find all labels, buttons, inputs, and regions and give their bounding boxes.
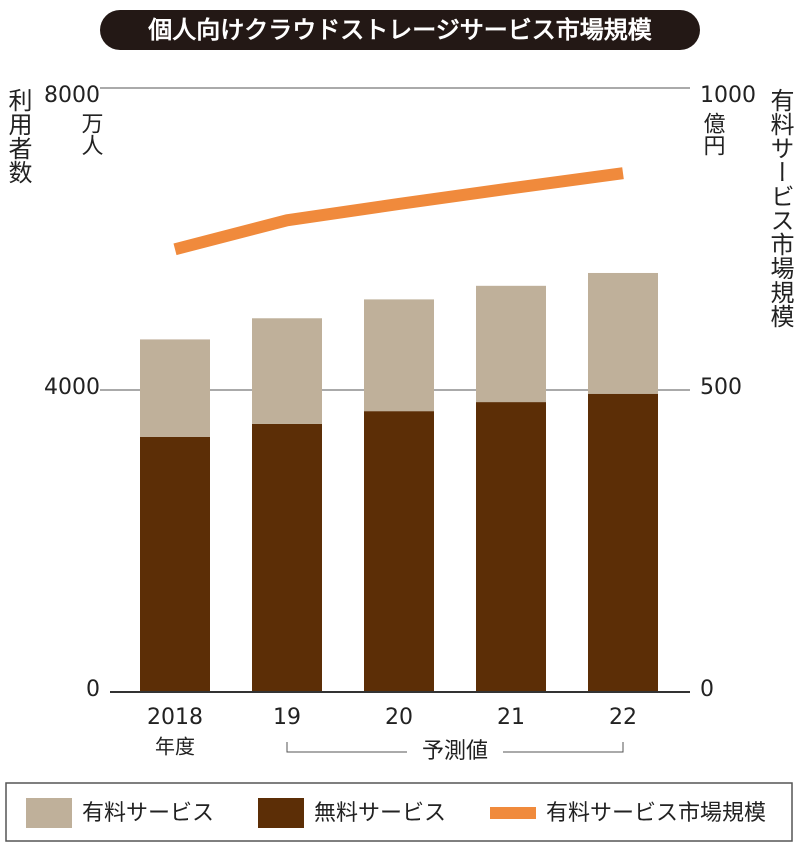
title-pill [100, 10, 700, 50]
x-tick-label: 20 [385, 705, 413, 730]
legend-label: 有料サービス [82, 801, 214, 826]
legend-box [5, 782, 793, 842]
bar [252, 318, 322, 424]
y2-tick-label: 500 [700, 375, 742, 400]
y-tick-label: 8000 [44, 83, 100, 108]
y-axis-label: 利用者数 [4, 88, 32, 184]
legend-swatch [258, 798, 304, 828]
line [173, 167, 624, 256]
bar [140, 339, 210, 437]
x-tick-label: 2018 [147, 705, 203, 730]
y2-tick-label: 0 [700, 677, 714, 702]
legend-swatch [26, 798, 72, 828]
forecast-bracket [286, 742, 624, 753]
legend-label: 無料サービス [314, 801, 446, 826]
y-tick-label: 4000 [44, 375, 100, 400]
y-axis-unit: 万人 [78, 112, 104, 156]
bar [252, 423, 322, 692]
bar [588, 393, 658, 692]
bar [140, 436, 210, 692]
x-tick-label: 19 [273, 705, 301, 730]
x-tick-label: 22 [609, 705, 637, 730]
bar [476, 285, 546, 403]
y-tick-label: 0 [86, 677, 100, 702]
legend-label: 有料サービス市場規模 [546, 801, 766, 826]
bar [476, 402, 546, 692]
x-tick-label: 21 [497, 705, 525, 730]
y2-tick-label: 1000 [700, 83, 756, 108]
y2-axis-label: 有料サービス市場規模 [766, 88, 794, 328]
y2-axis-unit: 億円 [700, 112, 726, 156]
x-axis-unit: 年度 [155, 735, 195, 759]
forecast-label: 予測値 [422, 739, 488, 764]
bar [364, 411, 434, 692]
bar [364, 299, 434, 412]
bar [588, 272, 658, 394]
chart-title: 個人向けクラウドストレージサービス市場規模 [147, 16, 653, 44]
